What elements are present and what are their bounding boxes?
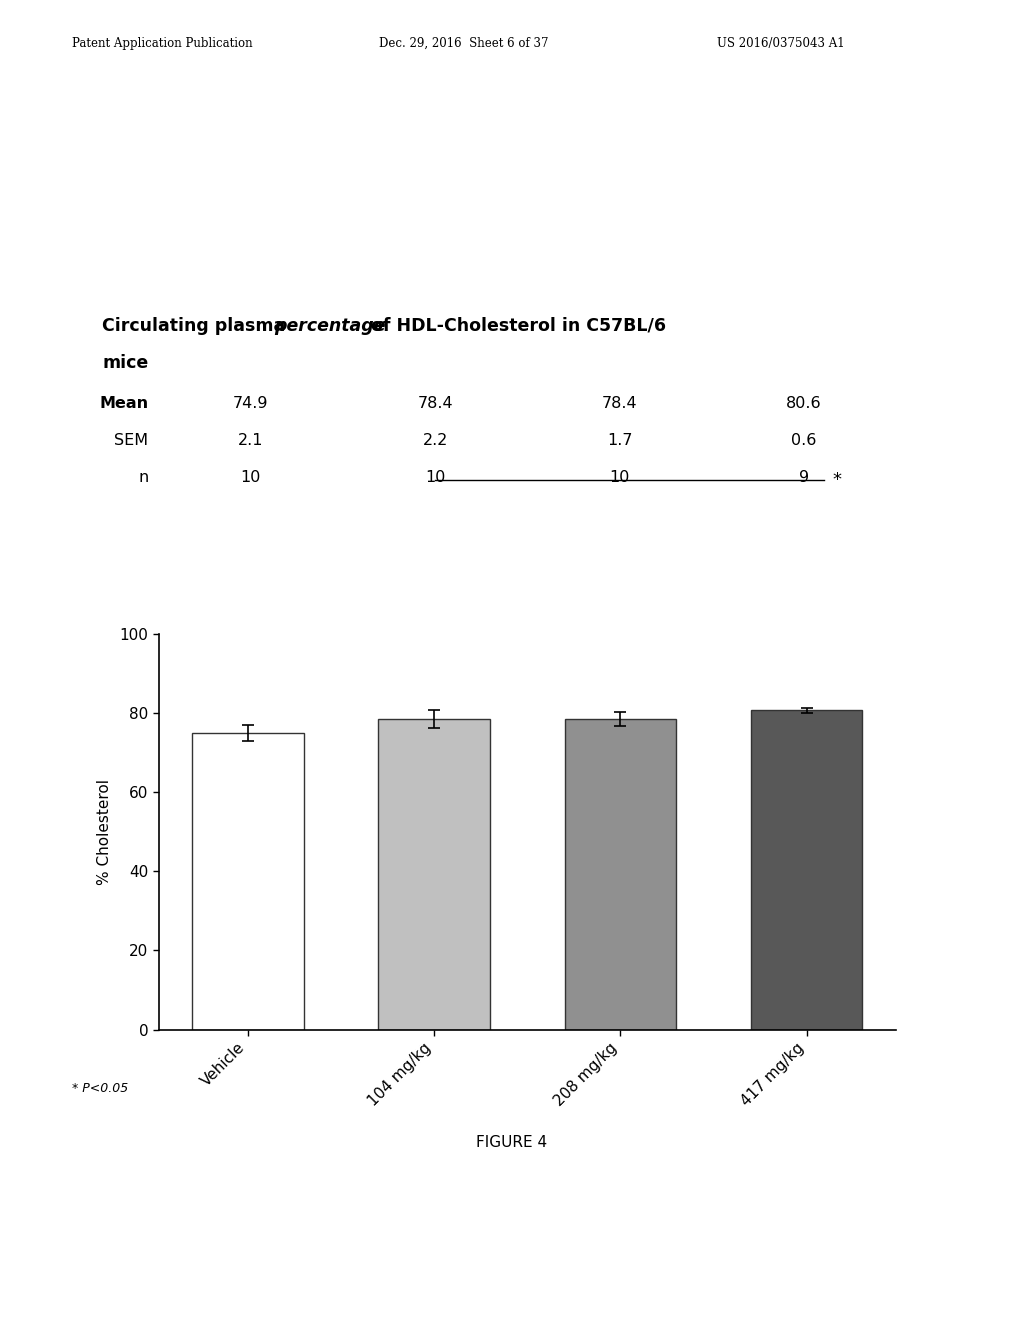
Text: 2.2: 2.2 xyxy=(423,433,447,447)
Text: 78.4: 78.4 xyxy=(418,396,453,411)
Text: Circulating plasma: Circulating plasma xyxy=(102,317,292,335)
Text: 10: 10 xyxy=(241,470,261,484)
Bar xyxy=(379,719,490,1030)
Bar xyxy=(751,710,862,1030)
Text: 78.4: 78.4 xyxy=(602,396,637,411)
Text: percentage: percentage xyxy=(274,317,386,335)
Text: 80.6: 80.6 xyxy=(786,396,821,411)
Text: FIGURE 4: FIGURE 4 xyxy=(476,1135,548,1150)
Text: of HDL-Cholesterol in C57BL/6: of HDL-Cholesterol in C57BL/6 xyxy=(365,317,666,335)
Bar xyxy=(564,719,676,1030)
Text: *: * xyxy=(833,471,842,490)
Text: 10: 10 xyxy=(425,470,445,484)
Text: mice: mice xyxy=(102,354,148,372)
Text: Patent Application Publication: Patent Application Publication xyxy=(72,37,252,50)
Text: 1.7: 1.7 xyxy=(607,433,632,447)
Text: * P<0.05: * P<0.05 xyxy=(72,1082,128,1096)
Text: 10: 10 xyxy=(609,470,630,484)
Text: US 2016/0375043 A1: US 2016/0375043 A1 xyxy=(717,37,845,50)
Text: SEM: SEM xyxy=(115,433,148,447)
Text: 74.9: 74.9 xyxy=(233,396,268,411)
Text: 2.1: 2.1 xyxy=(239,433,263,447)
Text: Dec. 29, 2016  Sheet 6 of 37: Dec. 29, 2016 Sheet 6 of 37 xyxy=(379,37,549,50)
Text: 9: 9 xyxy=(799,470,809,484)
Bar xyxy=(193,733,304,1030)
Y-axis label: % Cholesterol: % Cholesterol xyxy=(97,779,113,884)
Text: Mean: Mean xyxy=(99,396,148,411)
Text: n: n xyxy=(138,470,148,484)
Text: 0.6: 0.6 xyxy=(792,433,816,447)
